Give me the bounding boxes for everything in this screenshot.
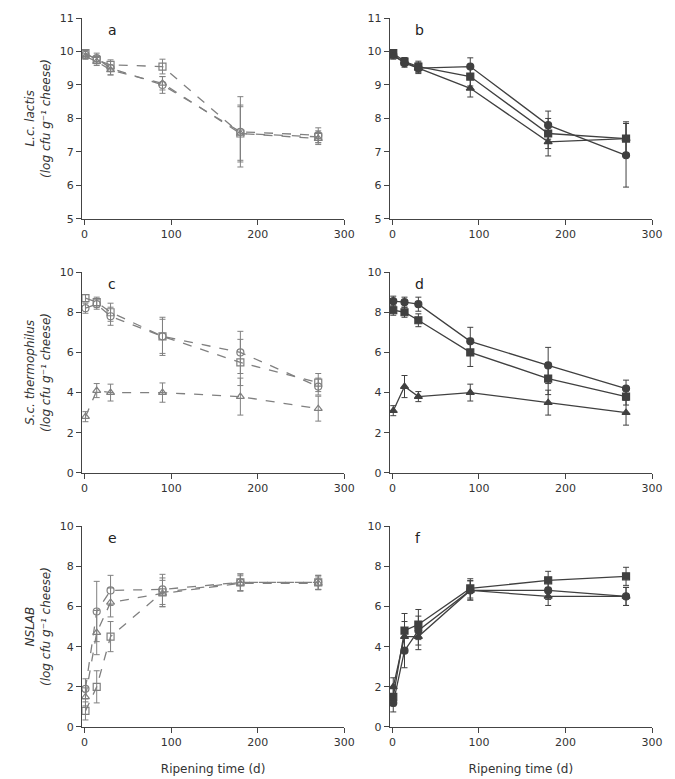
svg-text:6: 6 xyxy=(375,346,382,359)
svg-text:200: 200 xyxy=(555,736,576,749)
svg-text:8: 8 xyxy=(375,560,382,573)
svg-text:100: 100 xyxy=(161,228,182,241)
svg-text:2: 2 xyxy=(375,427,382,440)
svg-text:8: 8 xyxy=(67,112,74,125)
svg-text:300: 300 xyxy=(334,482,355,495)
svg-text:100: 100 xyxy=(468,482,489,495)
svg-text:S.c. thermophilus(log cfu g⁻¹: S.c. thermophilus(log cfu g⁻¹ cheese) xyxy=(23,313,53,432)
svg-text:300: 300 xyxy=(642,228,663,241)
svg-text:8: 8 xyxy=(67,306,74,319)
svg-text:300: 300 xyxy=(334,228,355,241)
svg-text:6: 6 xyxy=(67,346,74,359)
svg-text:4: 4 xyxy=(375,386,382,399)
svg-text:4: 4 xyxy=(67,640,74,653)
svg-text:f: f xyxy=(415,530,421,546)
svg-text:9: 9 xyxy=(375,79,382,92)
svg-text:100: 100 xyxy=(161,736,182,749)
svg-text:0: 0 xyxy=(389,736,396,749)
svg-text:300: 300 xyxy=(334,736,355,749)
svg-text:7: 7 xyxy=(67,146,74,159)
svg-text:6: 6 xyxy=(375,600,382,613)
svg-text:0: 0 xyxy=(67,467,74,480)
svg-text:0: 0 xyxy=(389,228,396,241)
svg-text:8: 8 xyxy=(375,306,382,319)
svg-text:11: 11 xyxy=(368,12,382,25)
svg-text:10: 10 xyxy=(60,520,74,533)
svg-text:NSLAB(log cfu g⁻¹ cheese): NSLAB(log cfu g⁻¹ cheese) xyxy=(23,567,53,686)
svg-text:2: 2 xyxy=(67,681,74,694)
svg-text:6: 6 xyxy=(67,179,74,192)
svg-text:100: 100 xyxy=(161,482,182,495)
svg-text:10: 10 xyxy=(368,520,382,533)
svg-text:5: 5 xyxy=(375,213,382,226)
svg-text:10: 10 xyxy=(60,266,74,279)
svg-text:0: 0 xyxy=(375,721,382,734)
svg-text:0: 0 xyxy=(81,736,88,749)
svg-text:300: 300 xyxy=(642,482,663,495)
svg-text:0: 0 xyxy=(375,467,382,480)
svg-text:10: 10 xyxy=(368,45,382,58)
svg-text:Ripening time (d): Ripening time (d) xyxy=(161,762,266,776)
svg-text:7: 7 xyxy=(375,146,382,159)
svg-text:10: 10 xyxy=(60,45,74,58)
svg-text:100: 100 xyxy=(468,736,489,749)
svg-text:L.c. lactis(log cfu g⁻¹ cheese: L.c. lactis(log cfu g⁻¹ cheese) xyxy=(23,59,53,178)
svg-text:200: 200 xyxy=(247,736,268,749)
svg-text:d: d xyxy=(415,276,424,292)
svg-text:c: c xyxy=(108,276,116,292)
svg-text:200: 200 xyxy=(555,228,576,241)
svg-text:5: 5 xyxy=(67,213,74,226)
svg-text:200: 200 xyxy=(555,482,576,495)
svg-text:0: 0 xyxy=(81,228,88,241)
svg-text:300: 300 xyxy=(642,736,663,749)
svg-text:200: 200 xyxy=(247,482,268,495)
svg-text:8: 8 xyxy=(375,112,382,125)
svg-text:4: 4 xyxy=(67,386,74,399)
svg-text:6: 6 xyxy=(67,600,74,613)
svg-text:4: 4 xyxy=(375,640,382,653)
svg-text:e: e xyxy=(108,530,117,546)
svg-text:Ripening time (d): Ripening time (d) xyxy=(469,762,574,776)
svg-text:100: 100 xyxy=(468,228,489,241)
svg-text:6: 6 xyxy=(375,179,382,192)
svg-text:2: 2 xyxy=(375,681,382,694)
svg-text:8: 8 xyxy=(67,560,74,573)
svg-text:0: 0 xyxy=(81,482,88,495)
svg-text:11: 11 xyxy=(60,12,74,25)
svg-text:b: b xyxy=(415,22,424,38)
svg-text:200: 200 xyxy=(247,228,268,241)
svg-text:a: a xyxy=(108,22,117,38)
svg-text:0: 0 xyxy=(389,482,396,495)
svg-text:10: 10 xyxy=(368,266,382,279)
svg-text:9: 9 xyxy=(67,79,74,92)
svg-text:2: 2 xyxy=(67,427,74,440)
svg-text:0: 0 xyxy=(67,721,74,734)
